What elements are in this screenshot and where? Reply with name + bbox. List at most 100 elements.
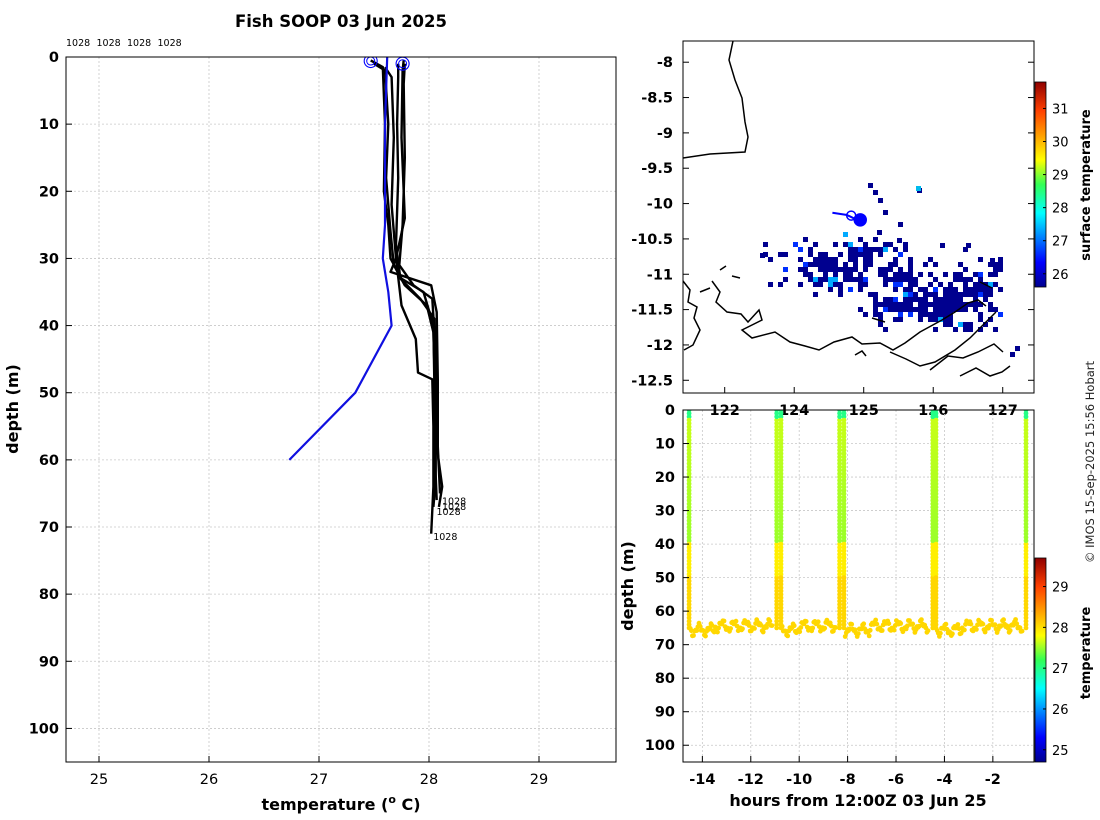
timeseries-colorbar-label: temperature bbox=[1079, 607, 1094, 700]
timeseries-point bbox=[925, 628, 931, 634]
timeseries-point bbox=[837, 484, 842, 490]
timeseries-point bbox=[778, 598, 784, 604]
timeseries-point bbox=[1023, 571, 1029, 577]
sst-cell bbox=[943, 317, 948, 322]
timeseries-point bbox=[837, 491, 842, 497]
timeseries-point bbox=[774, 471, 780, 477]
timeseries-point bbox=[841, 421, 847, 426]
sst-cell bbox=[768, 257, 773, 262]
timeseries-point bbox=[1023, 417, 1029, 423]
profile-lines bbox=[288, 57, 444, 534]
timeseries-point bbox=[774, 571, 780, 577]
profile-plot-frame bbox=[65, 56, 617, 763]
sst-cell bbox=[873, 247, 878, 252]
timeseries-point bbox=[778, 585, 784, 591]
timeseries-point bbox=[1023, 481, 1029, 487]
sst-cell bbox=[898, 277, 903, 282]
timeseries-point bbox=[1023, 447, 1029, 453]
sst-cell bbox=[873, 292, 878, 297]
timeseries-point bbox=[943, 621, 949, 627]
timeseries-xtick-label: -4 bbox=[936, 772, 952, 788]
timeseries-point bbox=[778, 471, 784, 477]
sst-cell bbox=[813, 257, 818, 262]
sst-cell bbox=[883, 327, 888, 332]
timeseries-point bbox=[841, 434, 847, 440]
timeseries-point bbox=[774, 431, 780, 436]
timeseries-point bbox=[778, 434, 784, 440]
sst-cell bbox=[993, 272, 998, 277]
timeseries-point bbox=[933, 541, 939, 547]
timeseries-point bbox=[1023, 605, 1029, 611]
sst-cell bbox=[798, 247, 803, 252]
sst-cell bbox=[990, 258, 995, 263]
map-ytick-label: -12 bbox=[647, 338, 673, 354]
timeseries-point bbox=[933, 622, 939, 627]
coastline bbox=[683, 41, 1011, 377]
ship-track-marker bbox=[853, 213, 867, 227]
timeseries-xtick-label: -14 bbox=[689, 772, 715, 788]
timeseries-point bbox=[837, 508, 842, 513]
sst-cell bbox=[978, 257, 983, 262]
sst-cell bbox=[868, 247, 873, 252]
timeseries-point bbox=[907, 618, 912, 623]
profile-line-profile-5 bbox=[394, 63, 444, 508]
timeseries-point bbox=[980, 621, 986, 627]
timeseries-point bbox=[841, 524, 847, 530]
timeseries-point bbox=[837, 548, 842, 554]
timeseries-point bbox=[774, 461, 780, 466]
map-axes: -8 -8.5 -9 -9.5 -10 -10.5 -11 -11.5 -12 -12.5 122 1… bbox=[631, 55, 1034, 419]
timeseries-point bbox=[774, 565, 780, 570]
sst-cell bbox=[858, 272, 863, 277]
sst-cell bbox=[838, 252, 843, 257]
sst-cell bbox=[988, 307, 993, 312]
timeseries-point bbox=[778, 454, 784, 460]
timeseries-point bbox=[774, 454, 780, 460]
sst-cell bbox=[813, 277, 818, 282]
sst-cell bbox=[853, 252, 858, 257]
sst-cell bbox=[913, 282, 918, 287]
timeseries-point bbox=[778, 568, 784, 574]
timeseries-point bbox=[774, 427, 780, 433]
sst-cell bbox=[953, 277, 958, 282]
sst-cell bbox=[903, 272, 908, 277]
sst-cell-warm bbox=[916, 186, 921, 191]
timeseries-point bbox=[1023, 494, 1029, 500]
timeseries-point bbox=[849, 621, 855, 627]
timeseries-point bbox=[933, 598, 939, 604]
timeseries-point bbox=[686, 491, 692, 497]
sst-cell bbox=[828, 262, 833, 267]
sst-cell bbox=[928, 272, 933, 277]
timeseries-point bbox=[686, 437, 692, 443]
timeseries-point bbox=[933, 575, 939, 580]
timeseries-point bbox=[933, 618, 939, 624]
timeseries-point bbox=[837, 622, 842, 627]
sst-cell bbox=[883, 277, 888, 282]
map-ytick-label: -11.5 bbox=[631, 303, 673, 319]
timeseries-point bbox=[1023, 431, 1029, 436]
timeseries-point bbox=[837, 444, 842, 450]
timeseries-point bbox=[837, 501, 842, 507]
sst-cell bbox=[863, 247, 868, 252]
profile-xlabel: temperature (o C) bbox=[261, 793, 420, 814]
sst-cell bbox=[888, 307, 893, 312]
profile-xtick-label: 27 bbox=[310, 772, 328, 788]
timeseries-point bbox=[686, 561, 692, 567]
timeseries-point bbox=[933, 464, 939, 470]
timeseries-point bbox=[837, 625, 842, 631]
timeseries-point bbox=[841, 615, 847, 621]
figure-title: Fish SOOP 03 Jun 2025 bbox=[235, 12, 447, 31]
timeseries-point bbox=[686, 521, 692, 527]
timeseries-point bbox=[752, 626, 757, 631]
timeseries-point bbox=[1023, 531, 1029, 537]
timeseries-point bbox=[774, 437, 780, 443]
sst-cell bbox=[968, 327, 973, 332]
timeseries-xtick-label: -10 bbox=[786, 772, 812, 788]
sst-cell bbox=[868, 292, 873, 297]
timeseries-ylabel: depth (m) bbox=[618, 541, 637, 631]
timeseries-point bbox=[774, 447, 780, 453]
sst-cell bbox=[808, 277, 813, 282]
sst-cell bbox=[988, 272, 993, 277]
profile-ylabel: depth (m) bbox=[3, 364, 22, 454]
timeseries-point bbox=[968, 621, 974, 627]
